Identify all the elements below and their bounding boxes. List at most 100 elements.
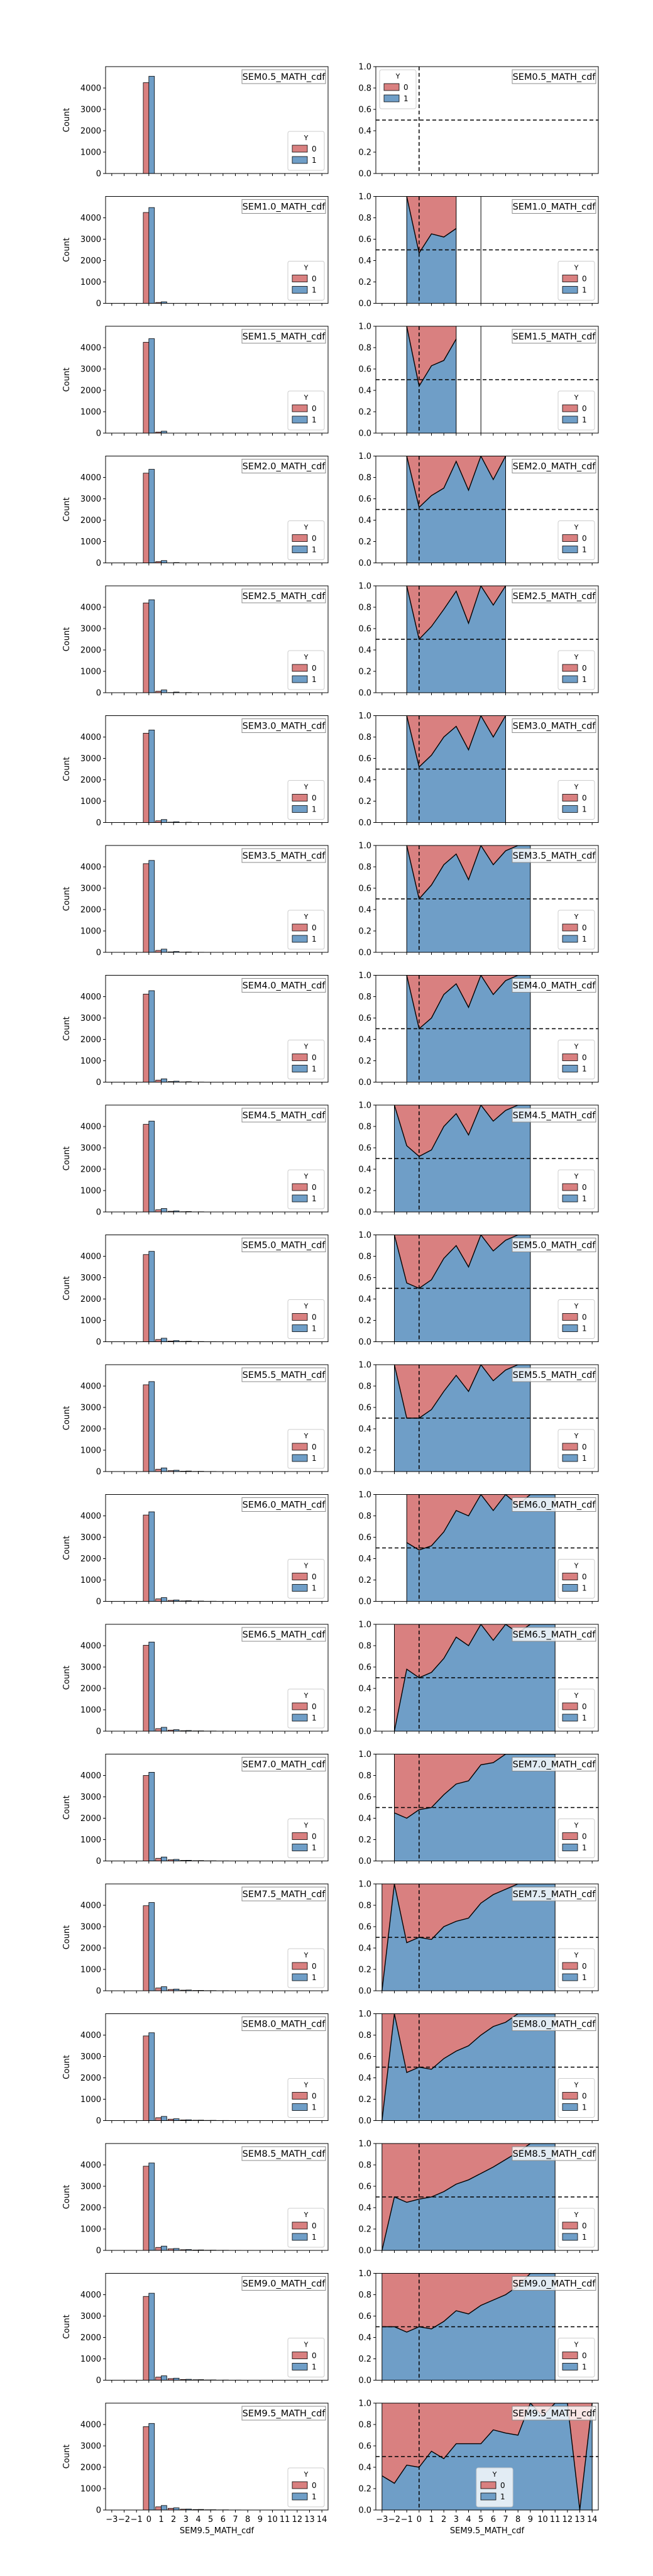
x-tick-label: 3 bbox=[184, 2515, 189, 2524]
y-tick-label: 0.8 bbox=[358, 863, 371, 872]
bar-y1 bbox=[161, 2505, 167, 2510]
share-line bbox=[381, 1884, 556, 1991]
area-y1 bbox=[394, 1105, 530, 1212]
y-tick-label: 1.0 bbox=[358, 322, 371, 332]
legend-title: Y bbox=[304, 394, 309, 402]
plot-area bbox=[376, 196, 598, 304]
panel-title: SEM7.5_MATH_cdf bbox=[243, 1890, 326, 1900]
y-tick-label: 1000 bbox=[80, 1057, 101, 1066]
y-tick-label: 3000 bbox=[80, 106, 101, 115]
y-tick-label: 3000 bbox=[80, 2442, 101, 2452]
y-tick-label: 4000 bbox=[80, 863, 101, 872]
legend-label-1: 1 bbox=[312, 1714, 317, 1722]
plot-area bbox=[143, 860, 204, 952]
axes-frame bbox=[375, 2013, 599, 2121]
y-tick-label: 0.8 bbox=[358, 2031, 371, 2040]
axes-frame bbox=[375, 715, 599, 823]
plot-area bbox=[376, 1365, 598, 1472]
x-tick-label: 1 bbox=[158, 2515, 163, 2524]
proportion-panel-5: 0.0 0.2 0.4 0.6 0.8 1.0 SEM3.0_MATH_cdf Y0 1 bbox=[358, 712, 599, 828]
legend-label-0: 0 bbox=[312, 794, 317, 803]
legend-swatch-1 bbox=[292, 1584, 308, 1592]
legend-swatch-1 bbox=[292, 1973, 308, 1981]
title-box bbox=[241, 2146, 326, 2161]
y-tick-label: 0 bbox=[96, 559, 101, 568]
bar-y0 bbox=[143, 1905, 150, 1991]
y-tick-label: 0.8 bbox=[358, 84, 371, 94]
legend-title: Y bbox=[304, 2470, 309, 2479]
bar-y1 bbox=[148, 2032, 155, 2121]
legend-label-0: 0 bbox=[312, 2481, 317, 2490]
axes-frame bbox=[105, 1494, 329, 1602]
y-tick-label: 2000 bbox=[80, 646, 101, 656]
y-tick-label: 2000 bbox=[80, 1425, 101, 1434]
plot-area bbox=[376, 975, 598, 1082]
y-tick-label: 0.2 bbox=[358, 2095, 371, 2105]
bar-y1 bbox=[148, 2293, 155, 2381]
plot-area bbox=[376, 715, 598, 823]
legend-swatch-0 bbox=[292, 664, 308, 672]
proportion-panel-0: 0.0 0.2 0.4 0.6 0.8 1.0 SEM0.5_MATH_cdf Y0 1 bbox=[358, 63, 599, 179]
y-tick-label: 0.6 bbox=[358, 625, 371, 634]
x-tick-label: 10 bbox=[267, 2515, 278, 2524]
plot-area bbox=[143, 469, 180, 563]
y-tick-label: 1.0 bbox=[358, 2269, 371, 2279]
y-axis-label: Count bbox=[62, 1666, 72, 1690]
y-tick-label: 2000 bbox=[80, 127, 101, 136]
legend-swatch-0 bbox=[292, 145, 308, 153]
y-tick-label: 4000 bbox=[80, 993, 101, 1002]
y-tick-label: 0 bbox=[96, 2376, 101, 2386]
axes-frame bbox=[375, 196, 599, 304]
y-tick-label: 0.4 bbox=[358, 2463, 371, 2473]
proportion-panel-12: 0.0 0.2 0.4 0.6 0.8 1.0 SEM6.5_MATH_cdf Y0 1 bbox=[358, 1621, 599, 1737]
area-y1 bbox=[381, 2403, 593, 2510]
y-tick-label: 0 bbox=[96, 1338, 101, 1347]
legend-swatch-0 bbox=[562, 404, 578, 412]
title-box bbox=[241, 1238, 326, 1252]
legend-title: Y bbox=[304, 2341, 309, 2349]
y-tick-label: 0.0 bbox=[358, 1078, 371, 1087]
bar-y1 bbox=[173, 2377, 180, 2381]
x-tick-label: 11 bbox=[280, 2515, 290, 2524]
y-tick-label: 0.2 bbox=[358, 2485, 371, 2494]
y-axis-label: Count bbox=[62, 1406, 72, 1431]
legend-label-0: 0 bbox=[582, 2221, 587, 2230]
bar-y0 bbox=[143, 994, 150, 1082]
legend-label-1: 1 bbox=[312, 675, 317, 684]
y-tick-label: 0.2 bbox=[358, 2225, 371, 2235]
panel-title: SEM9.5_MATH_cdf bbox=[243, 2409, 326, 2419]
y-tick-label: 2000 bbox=[80, 2074, 101, 2083]
x-tick-label: 8 bbox=[515, 2515, 520, 2524]
plot-area bbox=[143, 207, 167, 304]
y-axis-label: Count bbox=[62, 1276, 72, 1301]
y-tick-label: 0.2 bbox=[358, 1576, 371, 1585]
y-tick-label: 0.0 bbox=[358, 2247, 371, 2256]
y-tick-label: 2000 bbox=[80, 1555, 101, 1564]
axes-frame bbox=[375, 585, 599, 693]
axes-frame bbox=[105, 456, 329, 563]
legend-label-1: 1 bbox=[582, 1065, 587, 1074]
legend-swatch-0 bbox=[562, 1573, 578, 1580]
y-tick-label: 0.4 bbox=[358, 1944, 371, 1954]
bar-y1 bbox=[148, 2423, 155, 2510]
bar-y0 bbox=[155, 1209, 162, 1212]
panel-title: SEM9.0_MATH_cdf bbox=[513, 2279, 596, 2289]
legend-swatch-1 bbox=[292, 1714, 308, 1722]
y-tick-label: 0.4 bbox=[358, 1555, 371, 1564]
panel-title: SEM4.5_MATH_cdf bbox=[513, 1111, 596, 1121]
legend-swatch-0 bbox=[562, 2352, 578, 2359]
title-box bbox=[241, 459, 326, 473]
legend-swatch-1 bbox=[292, 2363, 308, 2370]
y-tick-label: 3000 bbox=[80, 1404, 101, 1413]
panel-title: SEM8.5_MATH_cdf bbox=[513, 2149, 596, 2159]
y-axis-label: Count bbox=[62, 2185, 72, 2210]
title-box bbox=[512, 2017, 596, 2031]
y-tick-label: 2000 bbox=[80, 1035, 101, 1045]
legend: Y0 1 bbox=[287, 2467, 325, 2507]
legend-swatch-0 bbox=[292, 2092, 308, 2100]
legend-title: Y bbox=[574, 2081, 579, 2089]
